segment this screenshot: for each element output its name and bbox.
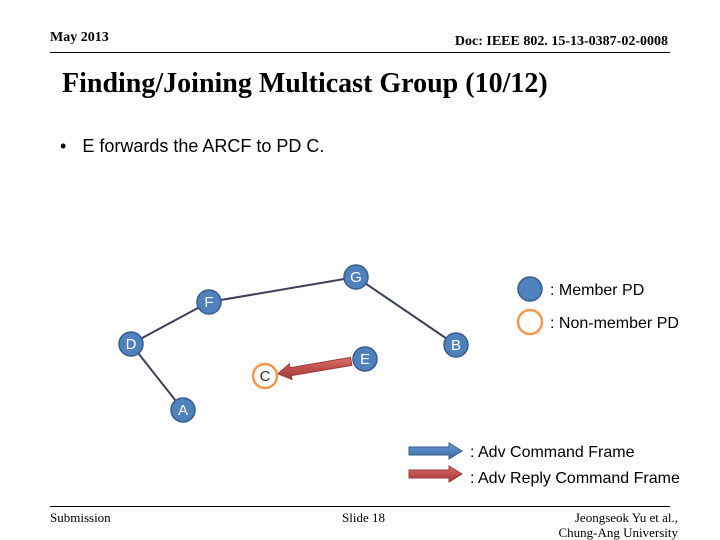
node-c-circle	[251, 362, 279, 390]
node-d-label: D	[126, 336, 137, 353]
legend: : Member PD : Non-member PD : Adv Comman…	[408, 276, 680, 487]
legend-adv-reply-label: : Adv Reply Command Frame	[470, 470, 680, 487]
node-d-circle	[118, 331, 144, 357]
slide-title: Finding/Joining Multicast Group (10/12)	[62, 68, 548, 99]
header-divider	[50, 52, 670, 53]
links-layer	[130, 276, 457, 411]
link-g-f	[208, 276, 357, 303]
legend-adv-reply-arrow-icon	[408, 465, 463, 483]
legend-member-swatch	[517, 276, 543, 302]
nodes-layer: G F D B E C A	[118, 264, 469, 423]
legend-non-member-label: : Non-member PD	[550, 315, 679, 332]
link-d-a	[130, 343, 184, 411]
node-c: C	[251, 362, 279, 390]
legend-adv-command-arrow-icon	[408, 442, 463, 460]
link-g-b	[355, 276, 457, 346]
header-date: May 2013	[50, 30, 109, 45]
bullet-text: E forwards the ARCF to PD C.	[82, 136, 325, 156]
node-b-label: B	[451, 337, 461, 354]
node-f: F	[196, 289, 222, 315]
arrows-layer	[276, 356, 353, 381]
footer-affiliation: Chung-Ang University	[558, 525, 678, 540]
node-f-label: F	[204, 294, 213, 311]
node-b: B	[443, 332, 469, 358]
legend-member-label: : Member PD	[550, 282, 644, 299]
node-b-circle	[443, 332, 469, 358]
node-g-circle	[343, 264, 369, 290]
node-c-label: C	[260, 368, 271, 385]
node-a-circle	[170, 397, 196, 423]
bullet-symbol: •	[60, 136, 67, 156]
node-f-circle	[196, 289, 222, 315]
footer-slide-number: Slide 18	[342, 510, 385, 525]
node-d: D	[118, 331, 144, 357]
node-g-label: G	[350, 269, 362, 286]
node-e-circle	[352, 346, 378, 372]
node-e: E	[352, 346, 378, 372]
footer-divider	[50, 506, 670, 507]
node-g: G	[343, 264, 369, 290]
link-f-d	[130, 301, 210, 345]
bullet-item: • E forwards the ARCF to PD C.	[60, 136, 324, 157]
header-doc-id: Doc: IEEE 802. 15-13-0387-02-0008	[454, 34, 668, 49]
node-a: A	[170, 397, 196, 423]
footer-author-name: Jeongseok Yu et al.,	[574, 510, 678, 525]
node-e-label: E	[360, 351, 370, 368]
node-a-label: A	[178, 402, 188, 419]
footer-submission: Submission	[50, 510, 111, 525]
arrow-e-to-c	[276, 356, 353, 381]
legend-non-member-swatch	[516, 308, 544, 336]
footer-author: Jeongseok Yu et al., Chung-Ang Universit…	[558, 510, 678, 540]
legend-adv-command-label: : Adv Command Frame	[470, 444, 635, 461]
